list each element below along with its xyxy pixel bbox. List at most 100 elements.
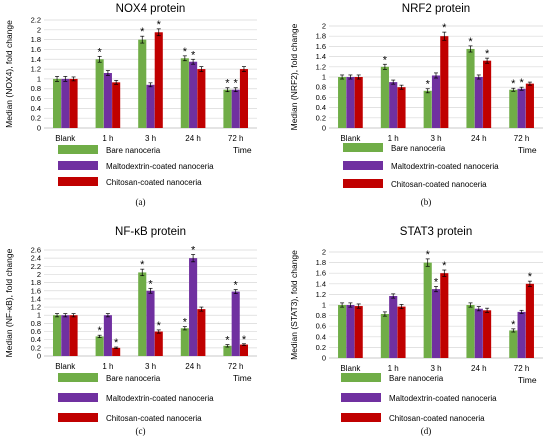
- legend-label: Chitosan-coated nanoceria: [391, 180, 487, 189]
- bar: [338, 305, 347, 358]
- significance-marker: *: [140, 259, 145, 271]
- significance-marker: *: [183, 46, 188, 58]
- category-label: Blank: [340, 364, 361, 373]
- category-label: 3 h: [430, 134, 441, 143]
- significance-marker: *: [114, 337, 119, 349]
- significance-marker: *: [140, 26, 145, 38]
- bar: [112, 82, 121, 128]
- y-axis-label: Median (NRF2), fold change: [289, 23, 299, 130]
- category-label: 3 h: [145, 134, 156, 143]
- bar: [525, 83, 534, 128]
- bar: [223, 345, 232, 356]
- y-tick-label: 0: [322, 354, 326, 363]
- bar: [52, 315, 62, 356]
- bar: [61, 315, 70, 356]
- bar: [239, 344, 249, 356]
- significance-marker: *: [434, 276, 439, 288]
- y-tick-label: 0.6: [31, 327, 41, 336]
- chart-title: NF-κB protein: [115, 226, 186, 238]
- bar: [423, 262, 432, 358]
- y-tick-label: 1.6: [316, 269, 326, 278]
- y-tick-label: 1: [37, 74, 41, 83]
- chart-panel-3: NF-κB protein00.20.40.60.811.21.41.61.82…: [4, 226, 257, 436]
- y-tick-label: 0.2: [31, 114, 41, 123]
- bar: [474, 308, 483, 358]
- y-tick-label: 1.4: [31, 55, 41, 64]
- legend-swatch: [58, 413, 98, 422]
- bar: [95, 336, 104, 356]
- chart-panel-2: NRF2 protein 0 0.20.40.60.81 1.21.41.61.82 M…: [289, 3, 543, 207]
- significance-marker: *: [191, 49, 196, 61]
- bar: [95, 59, 104, 128]
- category-label: 24 h: [471, 134, 487, 143]
- significance-marker: *: [511, 78, 516, 90]
- bar: [239, 69, 249, 128]
- y-tick-label: 0.6: [316, 93, 326, 102]
- significance-marker: *: [157, 19, 162, 31]
- category-label: 72 h: [228, 362, 244, 371]
- x-axis-title: Time: [233, 145, 252, 155]
- category-label: 3 h: [145, 362, 156, 371]
- y-tick-label: 1.4: [316, 52, 326, 61]
- bar: [189, 61, 198, 128]
- y-tick-label: 2.6: [31, 246, 41, 255]
- y-tick-label: 1.8: [31, 35, 41, 44]
- legend-label: Bare nanoceria: [389, 374, 444, 383]
- significance-marker: *: [528, 271, 533, 283]
- bar: [197, 309, 206, 356]
- significance-marker: *: [98, 325, 103, 337]
- legend-swatch: [341, 413, 381, 422]
- y-tick-label: 2.4: [31, 254, 41, 263]
- bar: [346, 305, 355, 358]
- bar: [223, 89, 232, 128]
- bar: [517, 88, 526, 128]
- y-tick-label: 2.2: [31, 262, 41, 271]
- significance-marker: *: [157, 320, 162, 332]
- bar: [61, 78, 70, 128]
- significance-marker: *: [442, 260, 447, 272]
- significance-marker: *: [426, 79, 431, 91]
- bar: [197, 69, 206, 128]
- panel-label: (d): [421, 426, 432, 436]
- bar: [180, 58, 189, 128]
- significance-marker: *: [468, 36, 473, 48]
- bar: [346, 77, 355, 128]
- legend-label: Chitosan-coated nanoceria: [389, 414, 485, 423]
- chart-panel-1: NOX4 protein00.20.40.60.811.21.41.61.822…: [4, 3, 257, 207]
- legend-swatch: [58, 161, 98, 170]
- legend-swatch: [343, 179, 383, 188]
- bar: [69, 78, 78, 128]
- legend-label: Chitosan-coated nanoceria: [106, 178, 202, 187]
- y-tick-label: 0.4: [316, 103, 326, 112]
- y-tick-label: 1.8: [316, 258, 326, 267]
- bar: [380, 66, 389, 128]
- y-axis-label: Median (NF-κB), fold change: [4, 248, 14, 357]
- bar: [466, 305, 475, 358]
- y-axis-label: Median (NOX4), fold change: [4, 20, 14, 128]
- bar: [231, 291, 240, 356]
- y-tick-label: 0.8: [31, 319, 41, 328]
- y-tick-label: 2: [322, 22, 326, 31]
- chart-title: NRF2 protein: [402, 3, 470, 15]
- legend-label: Maltodextrin-coated nanoceria: [106, 162, 214, 171]
- bar: [431, 289, 441, 358]
- bar: [517, 311, 526, 358]
- legend-swatch: [341, 393, 381, 402]
- bar: [509, 89, 518, 128]
- significance-marker: *: [511, 319, 516, 331]
- bar: [354, 306, 363, 358]
- bar: [112, 347, 121, 356]
- bar: [231, 89, 240, 128]
- bar: [146, 84, 155, 128]
- bar: [466, 48, 475, 129]
- legend-swatch: [58, 373, 98, 382]
- y-tick-label: 2: [322, 248, 326, 257]
- legend-label: Maltodextrin-coated nanoceria: [391, 162, 499, 171]
- bar: [423, 90, 432, 128]
- bar: [138, 272, 147, 356]
- y-axis-label: Median (STAT3), fold change: [289, 250, 299, 360]
- chart-panel-4: STAT3 protein00.20.40.60.811.21.41.61.82…: [289, 226, 543, 436]
- significance-marker: *: [485, 48, 490, 60]
- legend-swatch: [343, 143, 383, 152]
